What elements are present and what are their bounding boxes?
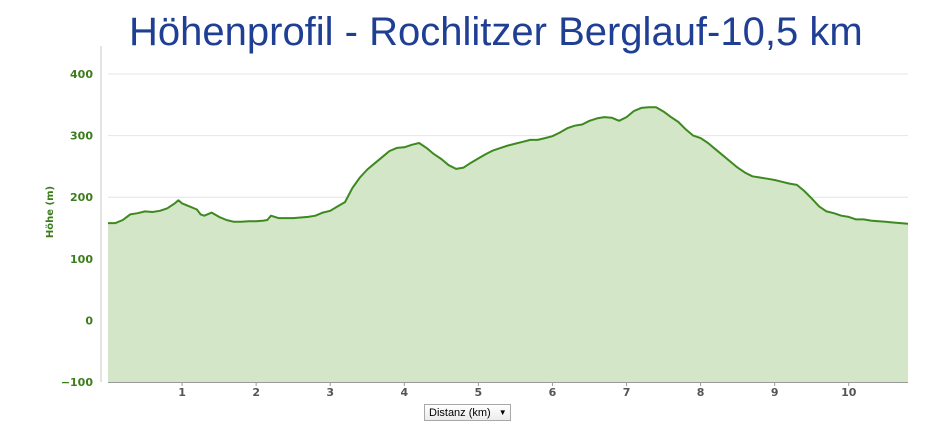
elevation-line xyxy=(108,106,909,225)
y-axis-title: Höhe (m) xyxy=(45,186,56,238)
elevation-area-fill xyxy=(108,107,908,383)
y-tick-label: 100 xyxy=(70,253,93,266)
x-tick-label: 10 xyxy=(841,386,857,399)
x-tick-label: 4 xyxy=(400,386,408,399)
axes xyxy=(100,46,908,386)
x-tick-label: 3 xyxy=(326,386,334,399)
x-tick-label: 6 xyxy=(549,386,557,399)
x-tick-label: 7 xyxy=(623,386,631,399)
x-tick-label: 1 xyxy=(178,386,186,399)
x-tick-label: 8 xyxy=(697,386,705,399)
y-tick-label: 200 xyxy=(70,191,93,204)
x-tick-label: 5 xyxy=(475,386,483,399)
y-tick-label: 300 xyxy=(70,130,93,143)
x-axis-dropdown-label: Distanz (km) xyxy=(429,406,491,419)
y-tick-label: −100 xyxy=(61,376,94,389)
chevron-down-icon: ▼ xyxy=(498,407,507,417)
x-tick-label: 9 xyxy=(771,386,779,399)
chart-title: Höhenprofil - Rochlitzer Berglauf-10,5 k… xyxy=(129,10,863,54)
x-axis-dropdown[interactable]: Distanz (km) ▼ xyxy=(424,404,511,421)
y-tick-labels: 400 300 200 100 0 −100 xyxy=(61,68,94,389)
y-tick-label: 400 xyxy=(70,68,93,81)
y-tick-label: 0 xyxy=(85,314,93,327)
x-tick-labels: 1 2 3 4 5 6 7 8 9 10 xyxy=(178,386,856,399)
x-tick-label: 2 xyxy=(252,386,260,399)
